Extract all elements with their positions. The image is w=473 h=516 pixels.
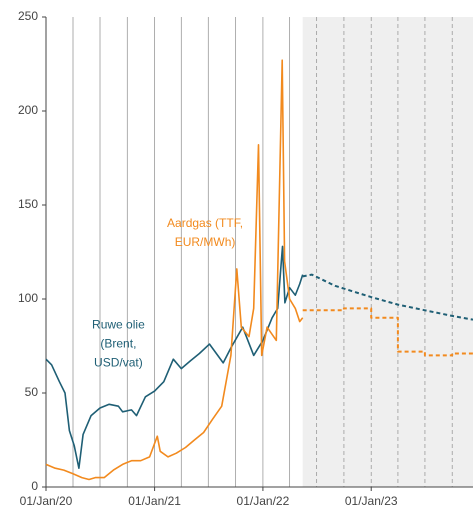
- y-tick-label: 0: [31, 479, 38, 493]
- x-tick-label: 01/Jan/20: [20, 494, 73, 508]
- annotation: (Brent,: [100, 336, 136, 350]
- annotation: USD/vat): [94, 355, 143, 369]
- y-tick-label: 200: [18, 103, 38, 117]
- annotation: EUR/MWh): [175, 235, 236, 249]
- series-line: [45, 59, 304, 481]
- x-tick-label: 01/Jan/23: [345, 494, 398, 508]
- x-tick-label: 01/Jan/21: [128, 494, 181, 508]
- forecast-shade: [302, 17, 473, 487]
- y-tick-label: 100: [18, 291, 38, 305]
- y-tick-label: 150: [18, 197, 38, 211]
- series-line: [302, 273, 473, 321]
- annotation: Ruwe olie: [92, 317, 145, 331]
- y-tick-label: 250: [18, 9, 38, 23]
- x-tick-label: 01/Jan/22: [237, 494, 290, 508]
- series-line: [45, 245, 304, 469]
- y-tick-label: 50: [25, 385, 39, 399]
- series-line: [302, 307, 473, 357]
- annotation: Aardgas (TTF,: [167, 216, 243, 230]
